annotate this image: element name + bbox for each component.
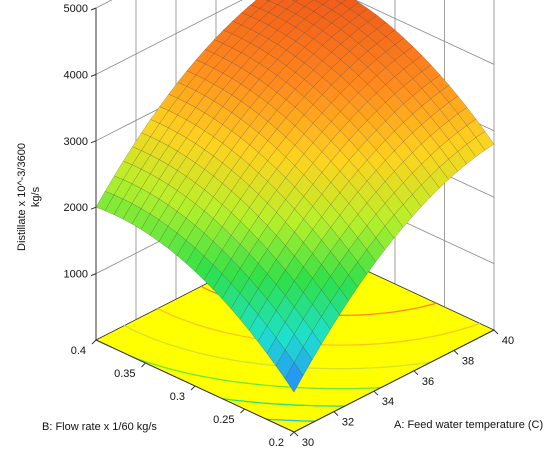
- z-tick-label: 5000: [64, 3, 88, 15]
- surface-patch: [291, 0, 299, 3]
- surface-patch: [335, 0, 346, 4]
- z-axis-title-line2: kg/s: [30, 186, 42, 207]
- x-axis-title: A: Feed water temperature (C): [394, 419, 543, 431]
- x-tick-mark: [413, 370, 419, 376]
- x-tick-mark: [453, 350, 459, 355]
- z-tick-label: 3000: [64, 136, 88, 148]
- y-tick-mark: [91, 339, 97, 345]
- x-tick-mark: [493, 329, 499, 335]
- y-tick-label: 0.3: [170, 391, 185, 403]
- y-tick-mark: [289, 431, 295, 437]
- z-tick-mark: [90, 206, 97, 210]
- y-tick-label: 0.25: [213, 414, 234, 426]
- z-tick-label: 2000: [64, 202, 88, 214]
- z-tick-mark: [90, 7, 97, 11]
- floor-contour-line: [266, 418, 316, 422]
- z-tick-label: 1000: [64, 269, 88, 281]
- y-tick-mark: [240, 408, 245, 414]
- y-tick-mark: [190, 385, 196, 391]
- x-tick-label: 30: [302, 437, 314, 449]
- y-tick-label: 0.4: [71, 345, 86, 357]
- response-surface: [95, 0, 495, 393]
- back-wall-gridline: [354, 0, 495, 65]
- x-axis-line: [293, 329, 495, 433]
- surface-patch: [284, 362, 304, 393]
- z-tick-label: 4000: [64, 69, 88, 81]
- x-tick-mark: [373, 390, 379, 396]
- y-tick-mark: [141, 362, 146, 368]
- z-tick-mark: [90, 73, 97, 77]
- x-tick-label: 40: [502, 335, 514, 347]
- z-tick-mark: [90, 140, 97, 144]
- x-tick-label: 36: [422, 376, 434, 388]
- y-axis-title: B: Flow rate x 1/60 kg/s: [42, 421, 157, 433]
- back-wall-gridline: [95, 0, 243, 75]
- x-tick-mark: [333, 411, 339, 416]
- y-tick-label: 0.2: [269, 437, 284, 449]
- y-tick-label: 0.35: [114, 368, 135, 380]
- x-tick-label: 34: [382, 396, 394, 408]
- x-tick-label: 38: [462, 355, 474, 367]
- tick-labels: 30 32 34 36 38 40 0.2 0.25 0.3 0.35 0.4 1000 2000 300…: [64, 3, 515, 449]
- x-tick-mark: [293, 431, 299, 437]
- x-tick-label: 32: [342, 417, 354, 429]
- floor-contour-line: [222, 398, 345, 407]
- z-axis-title-line1: Distillate x 10^-3/3600: [16, 143, 28, 251]
- z-tick-mark: [90, 273, 97, 277]
